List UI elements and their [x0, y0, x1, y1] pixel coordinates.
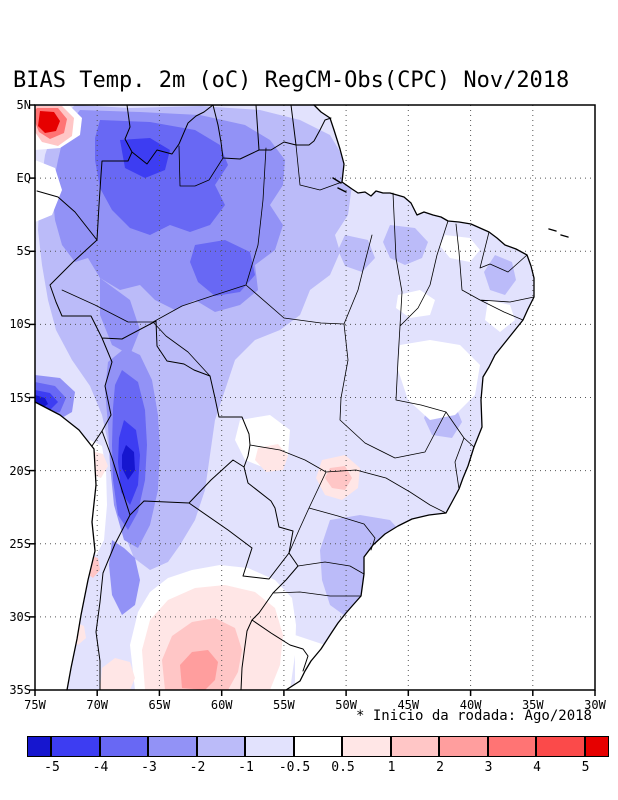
x-tick-label: 40W	[459, 698, 482, 712]
colorbar-segment	[390, 736, 439, 757]
colorbar-segment	[196, 736, 245, 757]
colorbar-tick-label: -3	[141, 760, 157, 775]
x-tick-label: 30W	[584, 698, 606, 712]
colorbar-segment	[99, 736, 148, 757]
colorbar-tick-labels: -5 -4 -3 -2 -1 -0.5 0.5 1 2 3 4 5	[0, 760, 618, 780]
colorbar-segment	[27, 736, 51, 757]
x-tick-label: 55W	[273, 698, 295, 712]
y-tick-label: 35S	[9, 683, 31, 697]
colorbar-segment	[293, 736, 342, 757]
chart-title: BIAS Temp. 2m (oC) RegCM-Obs(CPC) Nov/20…	[13, 68, 570, 93]
colorbar-segment	[487, 736, 536, 757]
y-tick-label: 15S	[9, 390, 31, 405]
colorbar	[0, 736, 618, 757]
colorbar-tick-label: -4	[92, 760, 109, 775]
lat-axis-labels: 5N EQ 5S 10S 15S 20S 25S 30S 35S	[0, 0, 32, 800]
coastline	[34, 104, 535, 691]
colorbar-segment	[245, 736, 294, 757]
y-tick-label: 5S	[16, 244, 31, 259]
colorbar-segment	[148, 736, 197, 757]
y-tick-label: 25S	[9, 536, 31, 551]
islands	[332, 177, 569, 238]
y-tick-label: 5N	[16, 98, 31, 112]
graticule-grid	[35, 105, 595, 690]
colorbar-tick-label: 4	[533, 760, 541, 775]
y-tick-label: 30S	[9, 609, 31, 624]
x-tick-label: 75W	[24, 698, 46, 712]
colorbar-tick-label: -0.5	[278, 760, 311, 775]
y-tick-label: EQ	[16, 171, 31, 186]
axis-ticks	[29, 104, 596, 696]
x-tick-label: 50W	[335, 698, 357, 712]
colorbar-tick-label: -1	[238, 760, 254, 775]
colorbar-tick-label: 0.5	[331, 760, 355, 775]
x-tick-label: 35W	[521, 698, 544, 712]
map-borders	[34, 104, 569, 691]
y-tick-label: 10S	[9, 317, 31, 332]
x-tick-label: 70W	[86, 698, 109, 712]
colorbar-tick-label: 1	[387, 760, 396, 775]
colorbar-tick-label: -2	[189, 760, 206, 775]
colorbar-tick-label: 3	[484, 760, 493, 775]
colorbar-tick-label: -5	[44, 760, 60, 775]
colorbar-tick-label: 2	[436, 760, 444, 775]
colorbar-segment	[439, 736, 488, 757]
colorbar-tick-label: 5	[581, 760, 590, 775]
colorbar-segment	[342, 736, 391, 757]
x-tick-label: 60W	[210, 698, 233, 712]
country-borders	[36, 104, 332, 691]
x-tick-label: 45W	[397, 698, 420, 712]
colorbar-segment	[51, 736, 100, 757]
run-start-note: * Inicio da rodada: Ago/2018	[355, 708, 592, 724]
y-tick-label: 20S	[9, 463, 31, 478]
colorbar-segment	[536, 736, 585, 757]
x-tick-label: 65W	[148, 698, 171, 712]
state-borders	[61, 144, 535, 597]
map-frame	[34, 104, 596, 691]
colorbar-segment	[584, 736, 609, 757]
